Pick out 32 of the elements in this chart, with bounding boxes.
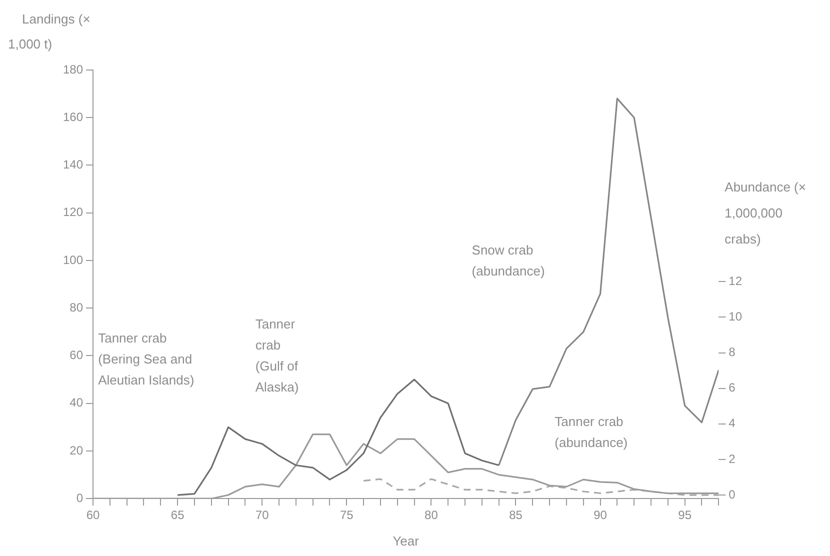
y-tick-label: 100: [62, 252, 84, 267]
y-axis-title: Landings (× 1,000 t): [8, 12, 90, 52]
x-tick-label: 90: [594, 508, 608, 522]
y2-tick-label: 6: [728, 380, 736, 395]
annotation: Tanner crab (abundance): [554, 414, 628, 450]
y2-tick-label: 8: [728, 345, 736, 360]
y2-tick-label: 4: [728, 416, 736, 430]
annotation: Tanner crab (Bering Sea and Aleutian Islands): [98, 330, 194, 388]
annotation: Tanner crab (Gulf of Alaska): [255, 316, 299, 394]
x-tick-label: 80: [424, 508, 438, 522]
y-tick-label: 20: [70, 443, 84, 458]
x-tick-label: 70: [255, 508, 270, 522]
y2-tick-label: 10: [728, 310, 742, 324]
y-tick-label: 160: [62, 110, 84, 124]
x-tick-label: 75: [340, 508, 354, 522]
x-axis-title: Year: [392, 534, 420, 549]
y2-axis-title: Abundance (× 1,000,000 crabs): [724, 180, 806, 247]
y-tick-label: 120: [62, 205, 84, 220]
y-tick-label: 180: [62, 62, 84, 76]
x-tick-label: 60: [86, 508, 100, 522]
annotation: Snow crab (abundance): [472, 242, 545, 279]
y-tick-label: 80: [70, 300, 84, 314]
x-tick-label: 95: [678, 508, 692, 522]
y-tick-label: 140: [62, 158, 84, 172]
x-tick-label: 65: [170, 508, 185, 522]
y-tick-label: 0: [76, 490, 84, 505]
y2-tick-label: 2: [728, 452, 736, 466]
y-tick-label: 60: [70, 348, 84, 362]
y2-tick-label: 12: [728, 274, 742, 288]
x-tick-label: 85: [509, 508, 523, 522]
y-tick-label: 40: [70, 396, 84, 410]
y2-tick-label: 0: [728, 487, 736, 502]
